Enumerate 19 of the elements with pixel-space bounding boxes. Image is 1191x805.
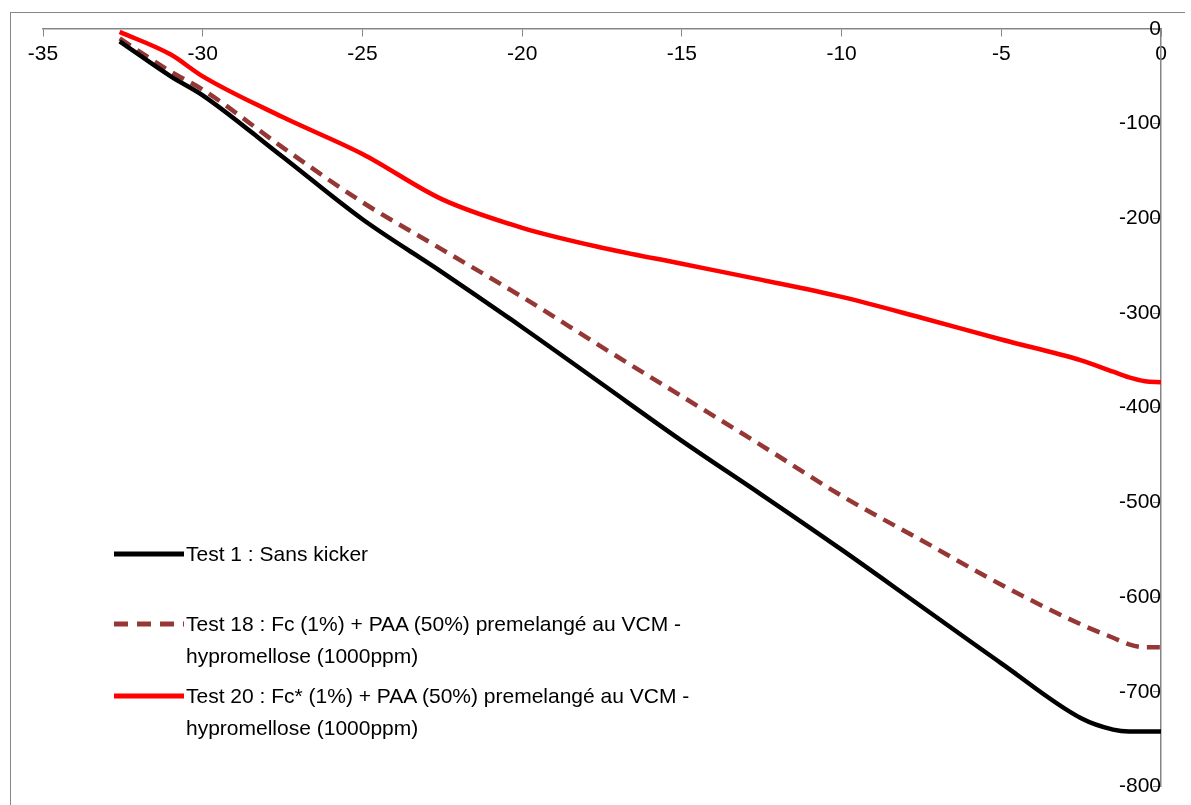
y-tick-label: 0 (1149, 15, 1161, 39)
x-tick-label: -5 (991, 41, 1011, 65)
y-tick-label: -100 (1118, 110, 1161, 134)
y-tick-label: -400 (1118, 394, 1161, 418)
legend-label: Test 1 : Sans kicker (186, 541, 369, 567)
y-tick-label: -600 (1118, 583, 1161, 607)
x-tick-label: -10 (826, 41, 857, 65)
y-tick-label: -300 (1118, 299, 1161, 323)
x-tick-label: -20 (506, 41, 538, 65)
legend-label: Test 20 : Fc* (1%) + PAA (50%) premelangé au VCM - hypromellose (1000ppm) (186, 683, 691, 741)
y-tick-label: -500 (1118, 489, 1161, 513)
x-tick-label: -25 (347, 41, 378, 65)
x-tick-label: -35 (27, 41, 59, 65)
x-tick-label: -30 (187, 41, 218, 65)
x-tick-label: -15 (666, 41, 698, 65)
legend-label: Test 18 : Fc (1%) + PAA (50%) premelangé au VCM - hypromellose (1000ppm) (186, 611, 683, 669)
y-tick-label: -700 (1118, 678, 1161, 702)
y-tick-label: -200 (1118, 205, 1161, 229)
y-tick-label: -800 (1118, 773, 1161, 797)
